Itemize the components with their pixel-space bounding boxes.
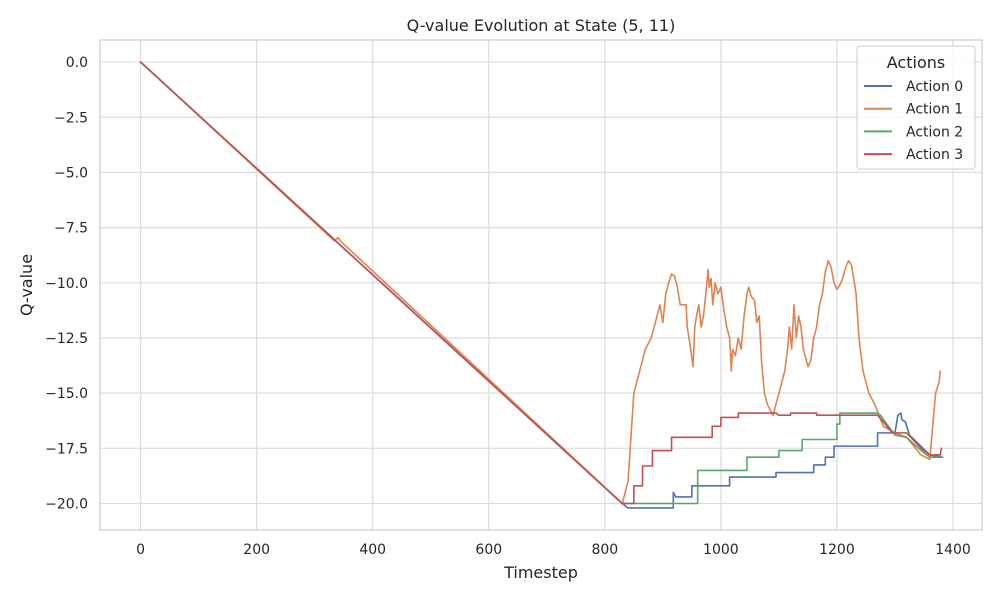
series-line-action-3 bbox=[139, 61, 943, 505]
x-tick-label: 800 bbox=[591, 542, 618, 558]
x-tick-label: 1000 bbox=[703, 542, 739, 558]
x-tick-label: 1200 bbox=[819, 542, 855, 558]
legend-title: Actions bbox=[887, 53, 945, 72]
series-line-action-2 bbox=[139, 61, 944, 505]
y-axis-ticks: 0.0 −2.5 −5.0 −7.5 −10.0 −12.5 −15.0 −17.5 −20.0 bbox=[45, 55, 88, 512]
legend-item-label: Action 2 bbox=[906, 124, 963, 140]
legend-item-label: Action 0 bbox=[906, 79, 963, 95]
legend-items: Action 0 Action 1 Action 2 Action 3 bbox=[864, 79, 963, 163]
y-axis-title: Q-value bbox=[17, 254, 36, 316]
legend-item-label: Action 1 bbox=[906, 102, 963, 118]
y-tick-label: −2.5 bbox=[54, 110, 88, 126]
series-lines bbox=[139, 61, 944, 509]
x-axis-ticks: 0 200 400 600 800 1000 1200 1400 bbox=[136, 542, 971, 558]
series-line-action-1 bbox=[139, 61, 942, 505]
x-tick-label: 200 bbox=[243, 542, 270, 558]
legend-item-label: Action 3 bbox=[906, 147, 963, 163]
gridlines bbox=[100, 40, 982, 530]
legend-box bbox=[856, 45, 976, 170]
x-tick-label: 600 bbox=[475, 542, 502, 558]
legend: Actions Action 0 Action 1 Action 2 Action 3 bbox=[856, 45, 976, 170]
y-tick-label: −20.0 bbox=[45, 497, 88, 513]
x-tick-label: 0 bbox=[136, 542, 145, 558]
y-tick-label: −17.5 bbox=[45, 441, 88, 457]
y-tick-label: −15.0 bbox=[45, 386, 88, 402]
series-line-action-0 bbox=[139, 61, 944, 509]
x-tick-label: 400 bbox=[359, 542, 386, 558]
x-axis-title: Timestep bbox=[503, 563, 578, 582]
y-tick-label: −7.5 bbox=[54, 221, 88, 237]
y-tick-label: −10.0 bbox=[45, 276, 88, 292]
y-tick-label: 0.0 bbox=[66, 55, 88, 71]
y-tick-label: −5.0 bbox=[54, 165, 88, 181]
y-tick-label: −12.5 bbox=[45, 331, 88, 347]
x-tick-label: 1400 bbox=[935, 542, 971, 558]
plot-area bbox=[99, 39, 983, 531]
chart-title: Q-value Evolution at State (5, 11) bbox=[407, 16, 676, 35]
